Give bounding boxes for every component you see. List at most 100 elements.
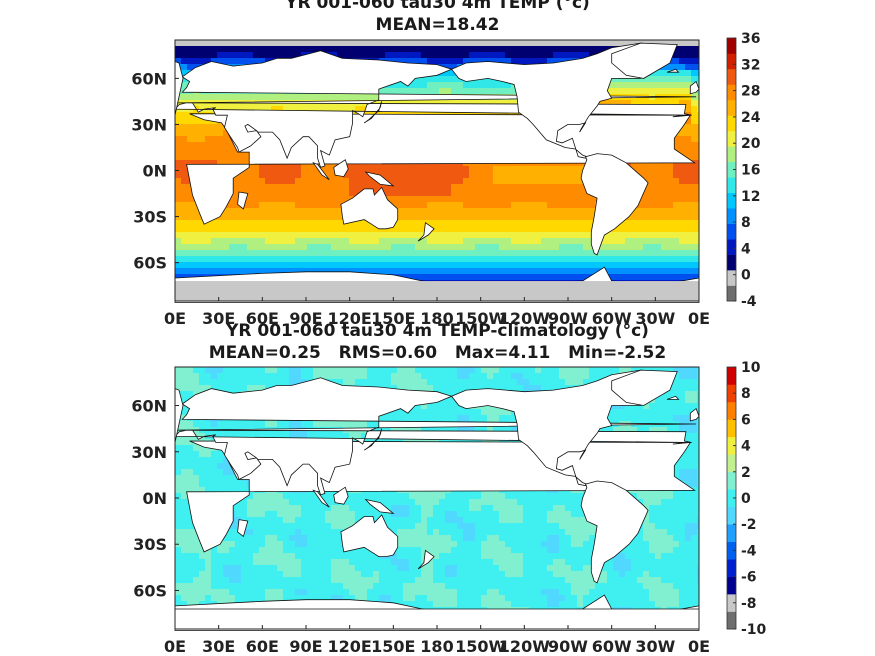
field-cell — [235, 385, 242, 392]
field-cell — [349, 421, 356, 428]
field-cell — [577, 178, 584, 185]
field-cell — [655, 220, 662, 227]
field-cell — [631, 76, 638, 83]
field-cell — [211, 160, 218, 167]
field-cell — [685, 391, 692, 398]
field-cell — [349, 262, 356, 269]
field-cell — [535, 46, 542, 53]
field-cell — [331, 373, 338, 380]
field-cell — [205, 220, 212, 227]
field-cell — [295, 262, 302, 269]
field-cell — [241, 256, 248, 263]
field-cell — [511, 202, 518, 209]
field-cell — [403, 238, 410, 245]
field-cell — [565, 208, 572, 215]
field-cell — [433, 178, 440, 185]
field-cell — [433, 82, 440, 89]
field-cell — [181, 256, 188, 263]
field-cell — [277, 220, 284, 227]
field-cell — [457, 256, 464, 263]
field-cell — [691, 112, 698, 119]
field-cell — [301, 94, 308, 101]
field-cell — [397, 262, 404, 269]
field-cell — [181, 70, 188, 77]
field-cell — [601, 262, 608, 269]
field-cell — [625, 427, 632, 434]
field-cell — [211, 268, 218, 275]
field-cell — [235, 256, 242, 263]
field-cell — [511, 88, 518, 95]
field-cell — [523, 250, 530, 257]
field-cell — [451, 190, 458, 197]
field-cell — [517, 262, 524, 269]
field-cell — [523, 214, 530, 221]
field-cell — [373, 379, 380, 386]
field-cell — [349, 46, 356, 53]
field-cell — [217, 148, 224, 155]
field-cell — [193, 214, 200, 221]
field-cell — [349, 40, 356, 47]
field-cell — [565, 274, 572, 281]
field-cell — [271, 238, 278, 245]
field-cell — [217, 421, 224, 428]
field-cell — [697, 250, 700, 257]
field-cell — [547, 208, 554, 215]
field-cell — [385, 226, 392, 233]
field-cell — [559, 190, 566, 197]
field-cell — [241, 40, 248, 47]
field-cell — [583, 190, 590, 197]
field-cell — [469, 196, 476, 203]
field-cell — [391, 40, 398, 47]
field-cell — [433, 379, 440, 386]
field-cell — [211, 250, 218, 257]
field-cell — [553, 274, 560, 281]
field-cell — [493, 52, 500, 59]
field-cell — [463, 256, 470, 263]
field-cell — [283, 166, 290, 173]
field-cell — [325, 433, 332, 440]
field-cell — [697, 268, 700, 275]
field-cell — [475, 244, 482, 251]
field-cell — [475, 379, 482, 386]
field-cell — [193, 373, 200, 380]
field-cell — [217, 94, 224, 101]
field-cell — [313, 238, 320, 245]
field-cell — [247, 202, 254, 209]
field-cell — [325, 250, 332, 257]
field-cell — [547, 190, 554, 197]
field-cell — [511, 427, 518, 434]
field-cell — [439, 367, 446, 374]
field-cell — [643, 427, 650, 434]
field-cell — [175, 52, 182, 59]
field-cell — [325, 202, 332, 209]
field-cell — [673, 136, 680, 143]
field-cell — [649, 220, 656, 227]
field-cell — [259, 58, 266, 65]
field-cell — [649, 409, 656, 416]
field-cell — [391, 427, 398, 434]
field-cell — [589, 220, 596, 227]
field-cell — [415, 379, 422, 386]
colorbar-swatch — [727, 161, 736, 178]
field-cell — [403, 415, 410, 422]
field-cell — [205, 244, 212, 251]
field-cell — [241, 367, 248, 374]
field-cell — [523, 226, 530, 233]
field-cell — [691, 136, 698, 143]
field-cell — [487, 100, 494, 107]
field-cell — [289, 232, 296, 239]
field-cell — [373, 373, 380, 380]
field-cell — [181, 379, 188, 386]
field-cell — [673, 262, 680, 269]
field-cell — [517, 214, 524, 221]
field-cell — [349, 94, 356, 101]
field-cell — [571, 268, 578, 275]
field-cell — [241, 244, 248, 251]
field-cell — [691, 184, 698, 191]
field-cell — [439, 262, 446, 269]
field-cell — [181, 232, 188, 239]
field-cell — [493, 379, 500, 386]
field-cell — [193, 136, 200, 143]
field-cell — [181, 112, 188, 119]
field-cell — [481, 367, 488, 374]
